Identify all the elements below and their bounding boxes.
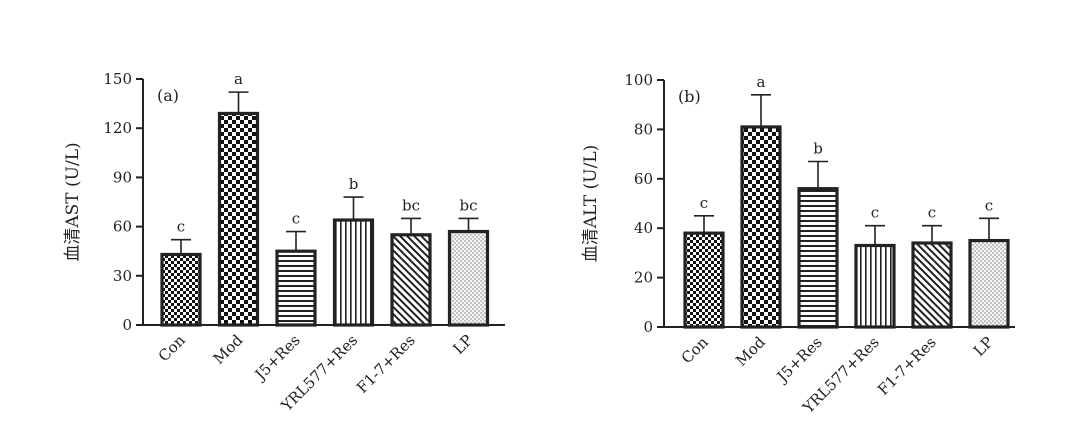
y-tick-label: 0 xyxy=(122,316,132,334)
significance-label: c xyxy=(985,196,993,214)
y-tick-label: 90 xyxy=(113,168,132,186)
significance-label: a xyxy=(757,73,766,91)
y-axis-title: 血清ALT (U/L) xyxy=(581,145,601,263)
y-tick-label: 80 xyxy=(634,120,653,138)
significance-label: a xyxy=(234,70,243,88)
significance-label: bc xyxy=(402,196,420,214)
bar-j5-res xyxy=(275,249,317,327)
x-tick-label: LP xyxy=(449,331,476,358)
significance-label: c xyxy=(871,204,879,222)
panel-b-chart: 0 20 40 60 80 100 血清ALT (U/L) (b) c Con a Mod b J5+Re… xyxy=(581,71,1015,417)
x-tick-label: Mod xyxy=(732,333,769,370)
panel-label: (b) xyxy=(678,87,701,106)
x-tick-label: Con xyxy=(678,333,712,367)
bar-yrl577-res xyxy=(854,243,896,329)
bar-con xyxy=(683,231,725,329)
y-tick-label: 150 xyxy=(103,70,132,88)
x-tick-label: LP xyxy=(970,333,997,360)
x-tick-label: F1-7+Res xyxy=(353,331,419,397)
significance-label: b xyxy=(349,175,359,193)
y-tick-label: 60 xyxy=(113,218,132,236)
x-tick-label: Mod xyxy=(210,331,247,368)
x-tick-label: F1-7+Res xyxy=(874,333,940,399)
bar-f1-7-res xyxy=(390,233,432,327)
significance-label: c xyxy=(177,218,185,236)
y-tick-label: 120 xyxy=(103,119,132,137)
y-tick-label: 30 xyxy=(113,267,132,285)
bar-mod xyxy=(740,125,782,329)
y-tick-label: 20 xyxy=(634,269,653,287)
bar-lp xyxy=(968,238,1010,329)
significance-label: c xyxy=(700,194,708,212)
y-axis-title: 血清AST (U/L) xyxy=(63,142,83,261)
y-tick-label: 0 xyxy=(643,318,653,336)
significance-label: bc xyxy=(459,196,477,214)
significance-label: b xyxy=(813,140,823,158)
bar-mod xyxy=(217,111,260,327)
bar-j5-res xyxy=(797,187,839,329)
x-tick-label: J5+Res xyxy=(250,331,304,385)
x-tick-label: J5+Res xyxy=(772,333,826,387)
panel-label: (a) xyxy=(157,86,179,105)
x-tick-label: Con xyxy=(155,331,189,365)
bar-yrl577-res xyxy=(332,218,375,327)
panel-a-chart: 0 30 60 90 120 150 血清AST (U/L) (a) c Con a Mod c J5+R… xyxy=(63,70,505,415)
y-tick-label: 100 xyxy=(624,71,653,89)
bar-f1-7-res xyxy=(911,241,953,329)
bar-con xyxy=(160,252,202,327)
y-tick-label: 60 xyxy=(634,170,653,188)
bar-lp xyxy=(447,229,490,327)
significance-label: c xyxy=(928,204,936,222)
y-tick-label: 40 xyxy=(634,219,653,237)
significance-label: c xyxy=(292,210,300,228)
